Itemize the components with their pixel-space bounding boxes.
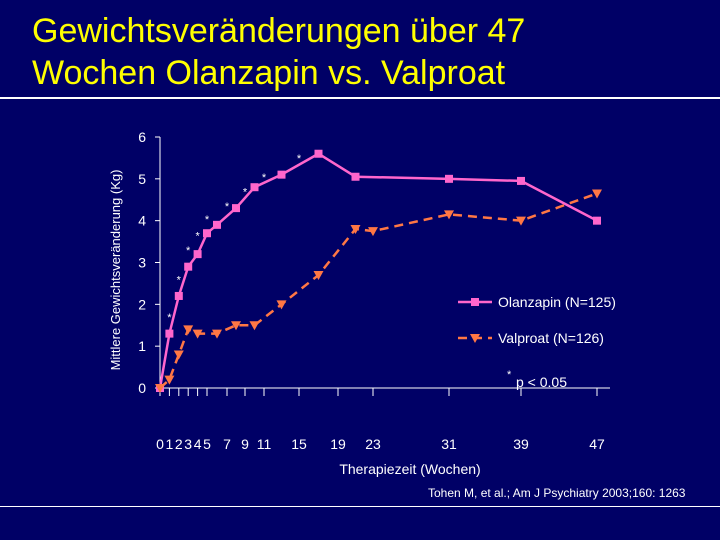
valproat-point (276, 300, 287, 310)
legend-valproat-label: Valproat (N=126) (498, 330, 604, 346)
legend-olanzapin-marker (471, 298, 479, 306)
olanzapin-point (277, 170, 286, 179)
y-axis-title: Mittlere Gewichtsveränderung (Kg) (108, 170, 123, 371)
valproat-point (212, 329, 222, 339)
title-divider (0, 97, 720, 99)
olanzapin-point (213, 220, 221, 229)
olanzapin-line (158, 152, 598, 389)
citation-text: Tohen M, et al.; Am J Psychiatry 2003;16… (428, 486, 686, 500)
slide-title-line1: Gewichtsveränderungen über 47 (32, 12, 526, 50)
y-tick-label: 3 (138, 255, 146, 271)
significance-star: * (167, 312, 172, 324)
x-tick-label: 0 (156, 436, 164, 452)
legend-valproat-marker (470, 334, 480, 343)
x-tick-label: 7 (223, 436, 231, 452)
x-tick-label: 5 (203, 436, 211, 452)
significance-star: * (262, 172, 267, 184)
legend-significance-star: * (507, 369, 512, 381)
olanzapin-point (351, 172, 360, 181)
x-tick-label: 15 (291, 436, 307, 452)
x-tick-label: 1 (166, 436, 174, 452)
legend-significance-label: p < 0.05 (516, 374, 567, 390)
x-tick-label: 19 (330, 436, 346, 452)
valproat-point (192, 329, 203, 339)
olanzapin-point (203, 229, 211, 238)
valproat-point (155, 384, 165, 393)
x-tick-label: 47 (589, 436, 605, 452)
x-tick-label: 9 (241, 436, 249, 452)
y-tick-label: 0 (138, 380, 146, 396)
legend-olanzapin-label: Olanzapin (N=125) (498, 294, 616, 310)
slide-title-line2: Wochen Olanzapin vs. Valproat (32, 54, 506, 92)
slide-title: Gewichtsveränderungen über 47 Wochen Ola… (32, 10, 692, 94)
valproat-point (350, 225, 361, 235)
x-tick-label: 4 (194, 436, 202, 452)
significance-star: * (225, 201, 230, 213)
significance-star: * (297, 153, 302, 165)
x-tick-label: 3 (184, 436, 192, 452)
chart-series (155, 149, 602, 393)
significance-star: * (186, 245, 191, 257)
y-tick-label: 2 (138, 296, 146, 312)
significance-star: * (243, 187, 248, 199)
olanzapin-point (193, 250, 202, 259)
chart-legend: Olanzapin (N=125) Valproat (N=126) * p < 0.… (458, 294, 616, 390)
significance-markers: * * * * * * * * * (167, 153, 302, 324)
x-tick-label: 2 (175, 436, 183, 452)
valproat-point (368, 227, 378, 237)
footer-divider (0, 506, 720, 507)
valproat-point (231, 321, 241, 331)
valproat-point (249, 321, 260, 331)
x-tick-label: 39 (513, 436, 529, 452)
valproat-point (592, 189, 602, 199)
x-axis-title: Therapiezeit (Wochen) (339, 461, 480, 477)
olanzapin-point (250, 183, 259, 192)
y-tick-label: 6 (138, 129, 146, 145)
olanzapin-point (445, 174, 453, 183)
olanzapin-point (184, 262, 193, 271)
olanzapin-point (174, 291, 183, 300)
significance-star: * (195, 230, 200, 242)
olanzapin-point (314, 149, 323, 158)
valproat-point (444, 210, 454, 220)
valproat-point (516, 216, 526, 226)
valproat-point (313, 271, 324, 281)
x-tick-label: 23 (365, 436, 381, 452)
olanzapin-point (593, 216, 601, 225)
valproat-point (164, 375, 175, 385)
valproat-line (159, 192, 598, 389)
valproat-point (183, 325, 194, 335)
x-tick-label: 31 (441, 436, 457, 452)
significance-star: * (205, 214, 210, 226)
valproat-point (173, 350, 184, 360)
olanzapin-point (517, 176, 525, 185)
olanzapin-point (232, 204, 240, 213)
olanzapin-point (165, 329, 174, 338)
y-tick-label: 1 (138, 338, 146, 354)
significance-star: * (177, 274, 182, 286)
y-tick-label: 4 (138, 213, 146, 229)
x-tick-label: 11 (257, 436, 272, 452)
y-tick-label: 5 (138, 171, 146, 187)
